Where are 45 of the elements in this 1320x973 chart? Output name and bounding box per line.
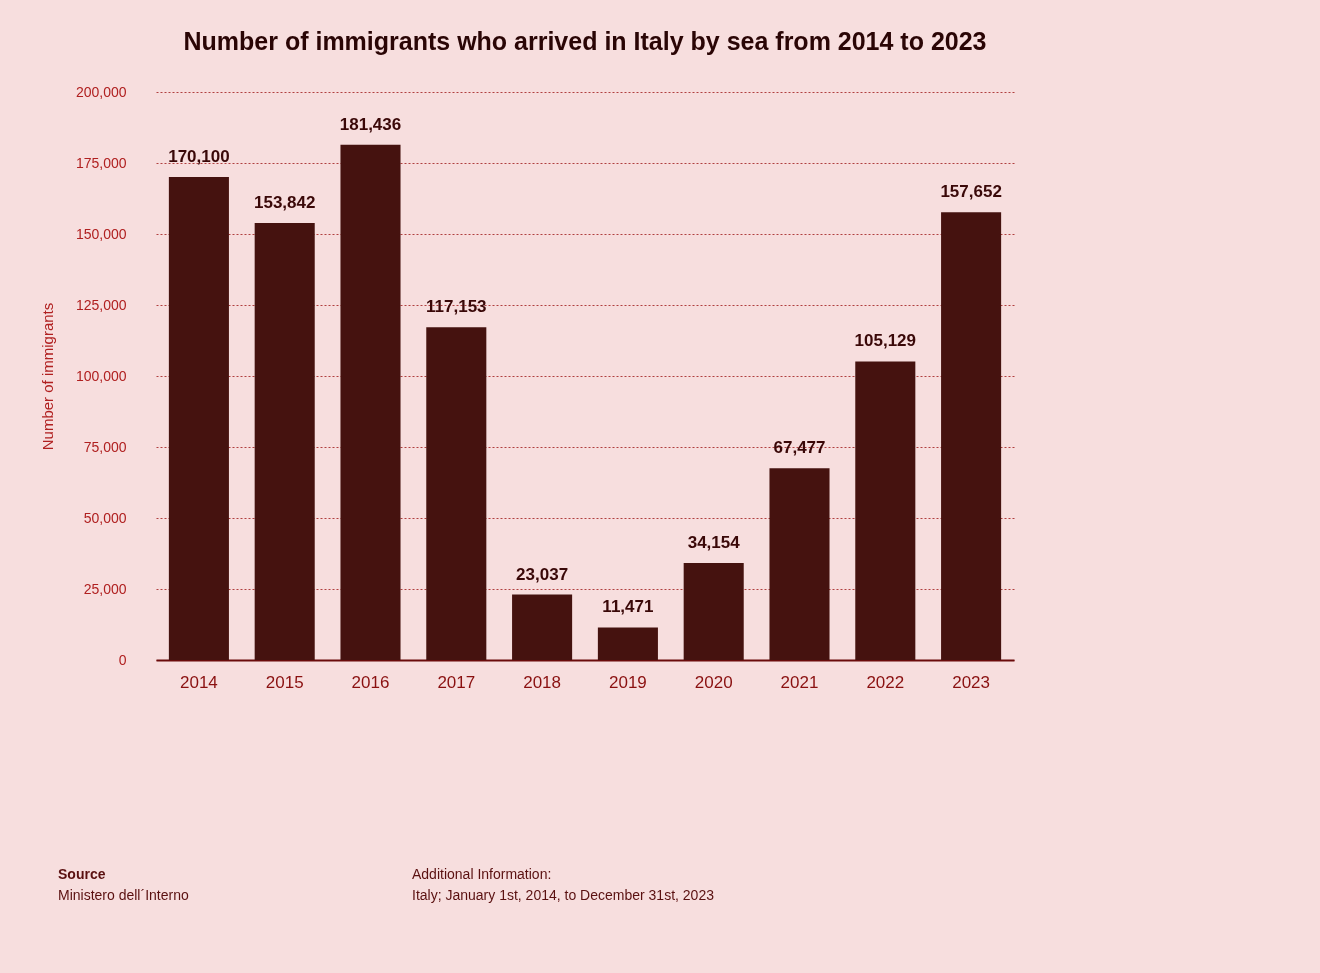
data-label: 181,436 <box>339 114 402 134</box>
y-tick-label: 50,000 <box>83 509 127 526</box>
x-tick-label: 2020 <box>694 672 733 692</box>
bar <box>168 176 229 660</box>
bar <box>254 223 315 660</box>
chart-title: Number of immigrants who arrived in Italy by sea from 2014 to 2023 <box>183 27 987 55</box>
data-label: 117,153 <box>426 297 487 317</box>
y-tick-label: 200,000 <box>75 83 127 100</box>
text: Additional Information: <box>412 866 552 882</box>
y-tick-label: 25,000 <box>83 580 127 597</box>
x-tick-label: 2016 <box>351 672 390 692</box>
bar <box>426 327 487 660</box>
text: Source <box>58 866 106 882</box>
y-tick-label: 100,000 <box>75 367 127 384</box>
y-tick-label: 125,000 <box>75 296 127 313</box>
bar <box>597 627 658 660</box>
y-tick-label: 150,000 <box>75 225 127 242</box>
y-tick-label: 175,000 <box>75 154 127 171</box>
x-tick-label: 2018 <box>523 672 562 692</box>
x-tick-label: 2019 <box>608 672 647 692</box>
bar <box>855 361 916 660</box>
x-tick-label: 2015 <box>265 672 304 692</box>
text: Ministero dell´Interno <box>58 887 189 903</box>
x-tick-label: 2014 <box>179 672 218 692</box>
data-label: 23,037 <box>516 564 569 584</box>
data-label: 153,842 <box>253 193 316 213</box>
bar <box>683 563 744 660</box>
x-tick-label: 2017 <box>437 672 476 692</box>
x-tick-label: 2023 <box>952 672 991 692</box>
data-label: 170,100 <box>168 146 230 166</box>
y-tick-label: 75,000 <box>83 438 127 455</box>
bar <box>941 212 1002 660</box>
data-label: 67,477 <box>773 438 826 458</box>
bar <box>769 468 830 660</box>
x-tick-label: 2021 <box>780 672 819 692</box>
data-label: 157,652 <box>940 182 1002 202</box>
data-label: 11,471 <box>602 597 654 617</box>
y-tick-label: 0 <box>118 651 127 668</box>
y-axis-title: Number of immigrants <box>38 302 56 451</box>
x-tick-label: 2022 <box>866 672 905 692</box>
bar <box>340 144 401 660</box>
data-label: 105,129 <box>854 331 917 351</box>
bar <box>512 594 573 660</box>
text: Italy; January 1st, 2014, to December 31st, 2023 <box>412 887 714 903</box>
data-label: 34,154 <box>687 533 741 552</box>
